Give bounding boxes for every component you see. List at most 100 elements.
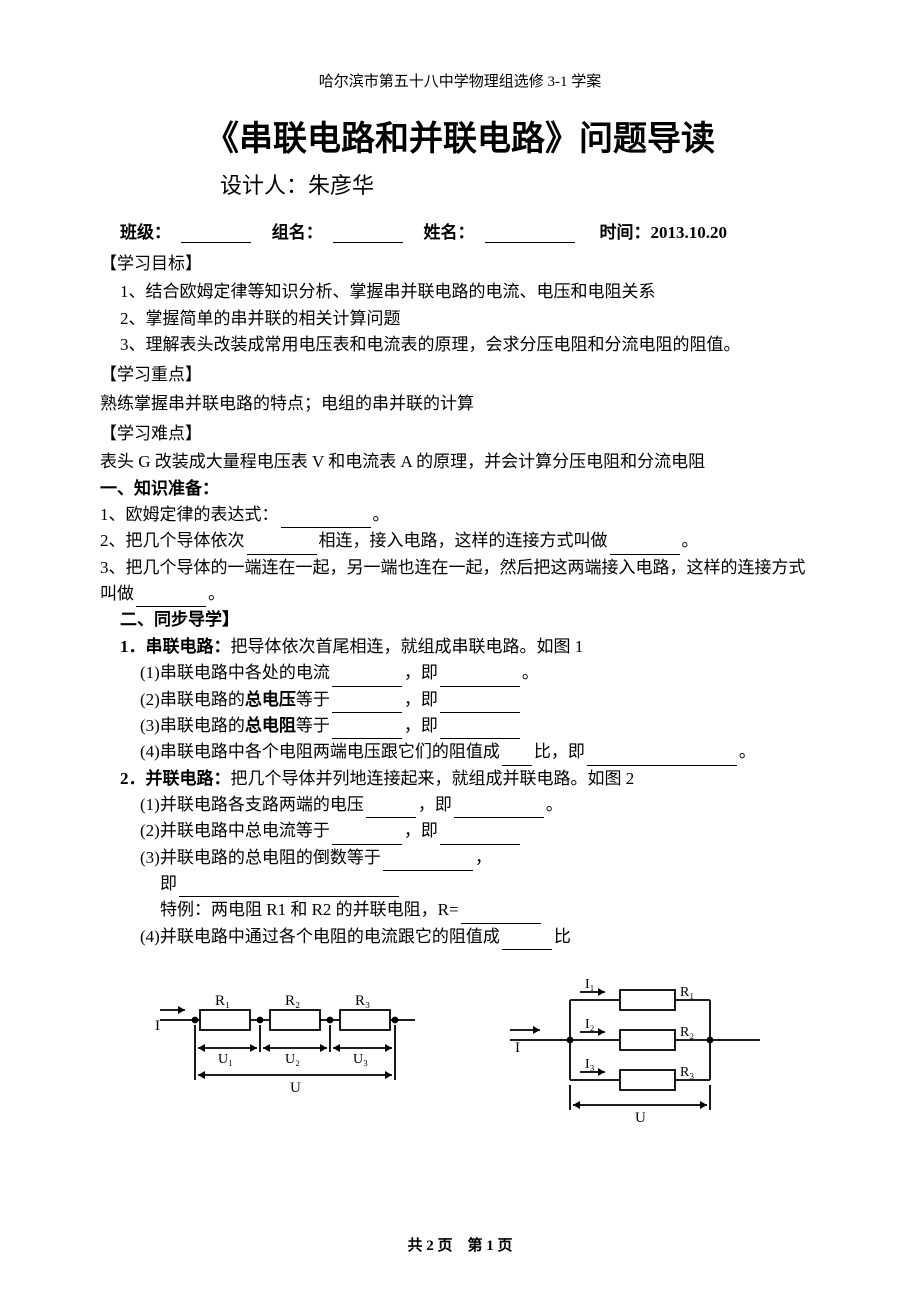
- s1-b: ，即: [404, 663, 438, 682]
- s3-bold: 总电阻: [245, 716, 296, 735]
- prep-label: 一、知识准备：: [100, 476, 820, 502]
- objective-3: 3、理解表头改装成常用电压表和电流表的原理，会求分压电阻和分流电阻的阻值。: [120, 332, 820, 358]
- series-label: 1．串联电路：: [120, 637, 231, 656]
- class-label: 班级：: [120, 223, 171, 242]
- s4-blank2: [587, 749, 737, 766]
- p3-blank2: [179, 880, 399, 897]
- series-circuit-diagram: I R₁ R₂ R₃ U₁ U₂ U₃ U: [150, 970, 420, 1110]
- s3-b: 等于: [296, 716, 330, 735]
- name-label: 姓名：: [424, 223, 475, 242]
- name-blank: [485, 226, 575, 243]
- sync-label: 二、同步导学】: [120, 607, 820, 633]
- s2-a: (2)串联电路的: [140, 690, 245, 709]
- prep2-c: 。: [682, 531, 699, 550]
- group-blank: [333, 226, 403, 243]
- s2-bold: 总电压: [245, 690, 296, 709]
- series-3: (3)串联电路的总电阻等于，即: [140, 713, 820, 739]
- series-1: (1)串联电路中各处的电流 ，即 。: [140, 660, 820, 686]
- p3-blank1: [383, 854, 473, 871]
- parallel-header: 2．并联电路：把几个导体并列地连接起来，就组成并联电路。如图 2: [120, 766, 820, 792]
- parallel-1: (1)并联电路各支路两端的电压 ，即 。: [140, 792, 820, 818]
- p1-a: (1)并联电路各支路两端的电压: [140, 795, 364, 814]
- parallel-label: 2．并联电路：: [120, 769, 231, 788]
- parallel-3b: 即: [160, 871, 820, 897]
- p1-blank1: [366, 801, 416, 818]
- parallel-I-label: I: [515, 1040, 520, 1056]
- series-R1-label: R₁: [215, 993, 230, 1009]
- series-U1-label: U₁: [218, 1052, 233, 1067]
- series-2: (2)串联电路的总电压等于 ，即: [140, 687, 820, 713]
- series-header: 1．串联电路：把导体依次首尾相连，就组成串联电路。如图 1: [120, 634, 820, 660]
- p2-a: (2)并联电路中总电流等于: [140, 821, 330, 840]
- p2-blank2: [440, 828, 520, 845]
- s3-blank1: [332, 722, 402, 739]
- prep2-a: 2、把几个导体依次: [100, 531, 245, 550]
- info-row: 班级： 组名： 姓名： 时间：2013.10.20: [120, 218, 820, 243]
- prep-2: 2、把几个导体依次 相连，接入电路，这样的连接方式叫做 。: [100, 528, 820, 554]
- prep1-end: 。: [373, 505, 390, 524]
- s4-b: 比，即: [534, 742, 585, 761]
- s2-b: 等于: [296, 690, 330, 709]
- s4-c: 。: [739, 742, 756, 761]
- difficulty-text: 表头 G 改装成大量程电压表 V 和电流表 A 的原理，并会计算分压电阻和分流电…: [100, 449, 820, 475]
- parallel-I3-label: I₃: [585, 1057, 595, 1072]
- focus-text: 熟练掌握串并联电路的特点；电组的串并联的计算: [100, 391, 820, 417]
- time-label: 时间：2013.10.20: [600, 223, 728, 242]
- parallel-U-label: U: [635, 1110, 646, 1126]
- series-R2-label: R₂: [285, 993, 300, 1009]
- s2-blank1: [332, 696, 402, 713]
- series-R3-label: R₃: [355, 993, 370, 1009]
- p2-b: ，即: [404, 821, 438, 840]
- difficulty-label: 【学习难点】: [100, 421, 820, 447]
- parallel-3: (3)并联电路的总电阻的倒数等于，: [140, 845, 820, 871]
- parallel-I1-label: I₁: [585, 977, 595, 992]
- s1-blank1: [332, 670, 402, 687]
- p3-b: ，: [475, 848, 492, 867]
- p-special: 特例：两电阻 R1 和 R2 的并联电阻，R=: [160, 900, 459, 919]
- focus-label: 【学习重点】: [100, 362, 820, 388]
- prep3-b: 。: [208, 584, 225, 603]
- series-U2-label: U₂: [285, 1052, 300, 1067]
- class-blank: [181, 226, 251, 243]
- prep2-blank2: [610, 538, 680, 555]
- parallel-R1-label: R₁: [680, 985, 694, 1000]
- prep1-blank: [281, 511, 371, 528]
- group-label: 组名：: [272, 223, 323, 242]
- parallel-text: 把几个导体并列地连接起来，就组成并联电路。如图 2: [231, 769, 635, 788]
- series-U3-label: U₃: [353, 1052, 368, 1067]
- p1-b: ，即: [418, 795, 452, 814]
- s1-a: (1)串联电路中各处的电流: [140, 663, 330, 682]
- prep2-b: 相连，接入电路，这样的连接方式叫做: [319, 531, 608, 550]
- diagrams-container: I R₁ R₂ R₃ U₁ U₂ U₃ U: [100, 970, 820, 1140]
- p4-a: (4)并联电路中通过各个电阻的电流跟它的阻值成: [140, 927, 500, 946]
- p4-b: 比: [554, 927, 571, 946]
- p4-blank: [502, 933, 552, 950]
- parallel-R3-label: R₃: [680, 1065, 694, 1080]
- p1-c: 。: [546, 795, 563, 814]
- s4-blank1: [502, 749, 532, 766]
- p2-blank1: [332, 828, 402, 845]
- s1-c: 。: [522, 663, 539, 682]
- series-4: (4)串联电路中各个电阻两端电压跟它们的阻值成比，即。: [140, 739, 820, 765]
- page-footer: 共 2 页 第 1 页: [0, 1234, 920, 1255]
- parallel-I2-label: I₂: [585, 1017, 595, 1032]
- objective-2: 2、掌握简单的串并联的相关计算问题: [120, 306, 820, 332]
- objectives-label: 【学习目标】: [100, 251, 820, 277]
- parallel-special: 特例：两电阻 R1 和 R2 的并联电阻，R=: [160, 897, 820, 923]
- document-title: 《串联电路和并联电路》问题导读: [100, 111, 820, 160]
- prep1-text: 1、欧姆定律的表达式：: [100, 505, 279, 524]
- prep3-blank: [136, 590, 206, 607]
- s2-blank2: [440, 696, 520, 713]
- prep-3: 3、把几个导体的一端连在一起，另一端也连在一起，然后把这两端接入电路，这样的连接…: [100, 555, 820, 608]
- parallel-4: (4)并联电路中通过各个电阻的电流跟它的阻值成 比: [140, 924, 820, 950]
- p-special-blank: [461, 907, 541, 924]
- parallel-2: (2)并联电路中总电流等于 ，即: [140, 818, 820, 844]
- s2-c: ，即: [404, 690, 438, 709]
- s3-blank2: [440, 722, 520, 739]
- parallel-circuit-diagram: I I₁ I₂ I₃ R₁ R₂ R₃ U: [500, 970, 770, 1140]
- p1-blank2: [454, 801, 544, 818]
- series-U-label: U: [290, 1080, 301, 1096]
- series-text: 把导体依次首尾相连，就组成串联电路。如图 1: [231, 637, 584, 656]
- p3-c: 即: [160, 874, 177, 893]
- objective-1: 1、结合欧姆定律等知识分析、掌握串并联电路的电流、电压和电阻关系: [120, 279, 820, 305]
